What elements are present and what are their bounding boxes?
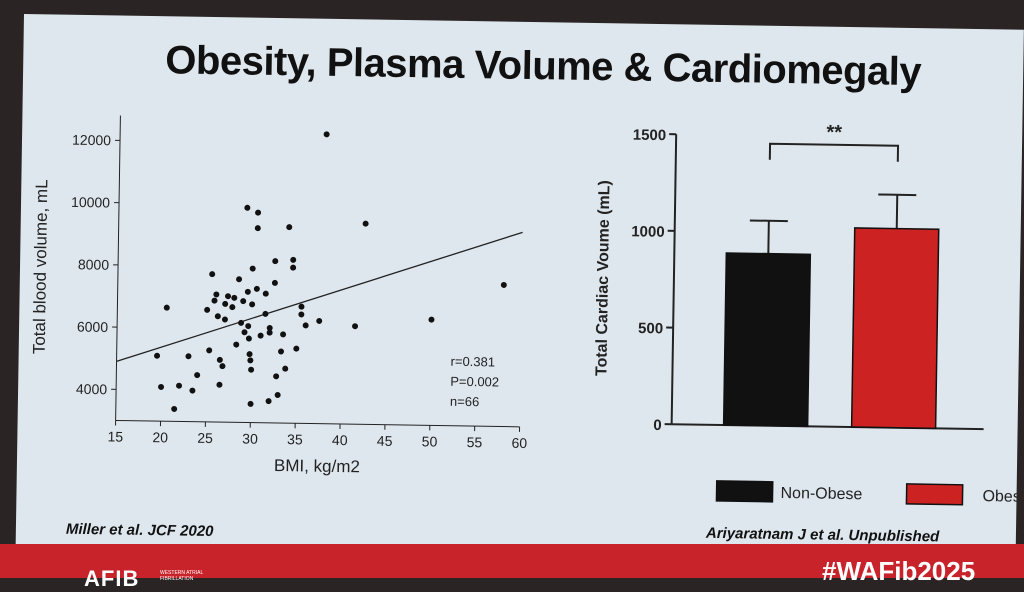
bar-chart: 0 500 1000 1500 Total Cardiac Voume (mL) ** No… (16, 14, 1024, 550)
error-bar (768, 221, 769, 254)
error-bar-cap (878, 194, 916, 195)
bar-x-axis (672, 424, 984, 429)
legend-swatch (906, 484, 962, 505)
bar-y-tick-label: 500 (638, 320, 663, 337)
bar-y-tick-label: 1000 (631, 223, 665, 241)
bar-y-axis-title: Total Cardiac Voume (mL) (593, 180, 613, 376)
afib-logo: AFIB (84, 566, 139, 592)
legend-label: Non-Obese (780, 485, 862, 503)
bar-obese (852, 228, 939, 428)
afib-logo-subtitle: WESTERN ATRIAL FIBRILLATION (160, 570, 220, 582)
citation-right: Ariyaratnam J et al. Unpublished (706, 525, 940, 546)
significance-bracket (770, 144, 898, 162)
error-bar (897, 195, 898, 229)
bar-y-axis (672, 134, 677, 424)
bar-y-tick-label: 0 (653, 417, 662, 434)
error-bar-cap (750, 220, 788, 221)
hashtag: #WAFib2025 (822, 556, 975, 587)
bar-non-obese (724, 253, 811, 426)
citation-left: Miller et al. JCF 2020 (66, 521, 214, 540)
slide: Obesity, Plasma Volume & Cardiomegaly 15… (16, 14, 1024, 570)
bar-y-tick-label: 1500 (633, 127, 667, 145)
legend-swatch (716, 481, 772, 502)
legend-label: Obese (982, 488, 1023, 506)
significance-marker: ** (826, 122, 842, 144)
